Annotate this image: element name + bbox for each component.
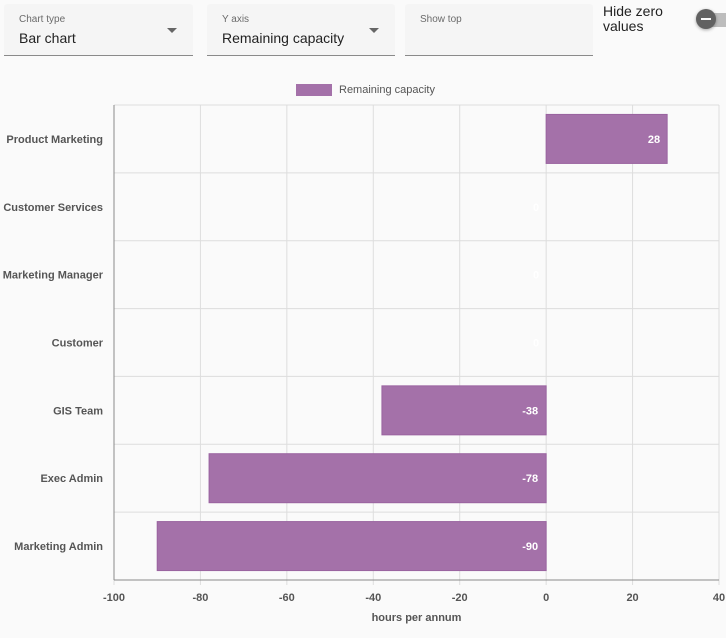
x-tick-label: -80 bbox=[192, 592, 208, 604]
hide-zero-toggle[interactable] bbox=[696, 9, 716, 29]
show-top-label: Show top bbox=[420, 14, 462, 25]
x-tick-label: -100 bbox=[103, 592, 125, 604]
category-label: Exec Admin bbox=[40, 473, 103, 485]
x-tick-label: 20 bbox=[626, 592, 638, 604]
bar bbox=[381, 385, 547, 436]
x-tick-label: -40 bbox=[365, 592, 381, 604]
bar-value-label: 0 bbox=[533, 338, 539, 350]
category-label: Customer bbox=[52, 338, 104, 350]
bar-value-label: -78 bbox=[522, 473, 538, 485]
category-label: Marketing Admin bbox=[14, 541, 103, 553]
x-tick-label: -60 bbox=[279, 592, 295, 604]
category-label: Customer Services bbox=[3, 202, 103, 214]
category-label: Product Marketing bbox=[6, 134, 103, 146]
x-tick-label: 0 bbox=[543, 592, 549, 604]
bar bbox=[545, 113, 668, 164]
chart-type-value: Bar chart bbox=[19, 30, 76, 46]
x-tick-label: 40 bbox=[713, 592, 725, 604]
bar-value-label: 0 bbox=[533, 270, 539, 282]
show-top-input[interactable]: Show top bbox=[405, 4, 593, 56]
y-axis-select[interactable]: Y axis Remaining capacity bbox=[207, 4, 395, 56]
legend-label: Remaining capacity bbox=[339, 84, 435, 96]
bar-value-label: 28 bbox=[648, 134, 660, 146]
hide-zero-label: Hide zero values bbox=[603, 3, 663, 34]
legend-swatch bbox=[296, 84, 332, 96]
bar-value-label: 0 bbox=[533, 202, 539, 214]
bar bbox=[156, 521, 547, 572]
chart-type-label: Chart type bbox=[19, 14, 66, 25]
bar-value-label: -38 bbox=[522, 405, 538, 417]
y-axis-label: Y axis bbox=[222, 14, 250, 25]
chevron-down-icon[interactable] bbox=[167, 28, 177, 33]
bar bbox=[208, 453, 547, 504]
chevron-down-icon[interactable] bbox=[369, 28, 379, 33]
category-label: GIS Team bbox=[53, 405, 103, 417]
x-tick-label: -20 bbox=[452, 592, 468, 604]
category-label: Marketing Manager bbox=[3, 270, 104, 282]
chart-type-select[interactable]: Chart type Bar chart bbox=[4, 4, 193, 56]
y-axis-value: Remaining capacity bbox=[222, 30, 345, 46]
bar-value-label: -90 bbox=[522, 541, 538, 553]
x-axis-title: hours per annum bbox=[372, 612, 462, 624]
